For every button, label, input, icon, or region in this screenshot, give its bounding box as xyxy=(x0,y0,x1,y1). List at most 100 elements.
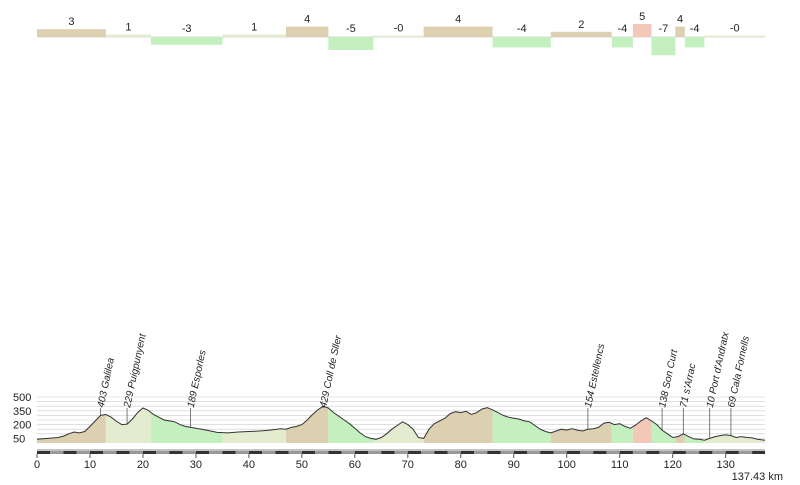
x-tick-label: 20 xyxy=(137,459,149,471)
grade-bar xyxy=(675,26,685,37)
elevation-area xyxy=(36,405,766,443)
distance-ruler-segment xyxy=(275,451,289,454)
distance-ruler-segment xyxy=(182,451,196,454)
x-tick-label: 0 xyxy=(34,459,40,471)
x-tick-label: 110 xyxy=(611,459,629,471)
elevation-segment xyxy=(651,420,676,443)
waypoint-label: 69 Cala Fornells xyxy=(726,335,752,409)
elevation-segment xyxy=(150,412,223,443)
grade-label: 2 xyxy=(578,19,584,31)
grade-label: 4 xyxy=(677,14,683,26)
distance-ruler-segment xyxy=(288,451,302,454)
elevation-segment xyxy=(373,421,424,443)
distance-ruler-segment xyxy=(354,451,369,454)
distance-ruler-segment xyxy=(248,451,263,454)
distance-ruler-segment xyxy=(593,451,607,454)
distance-ruler-segment xyxy=(381,451,395,454)
distance-ruler-segment xyxy=(341,451,355,454)
distance-ruler-segment xyxy=(540,451,554,454)
distance-ruler-segment xyxy=(407,451,422,454)
x-tick-label: 90 xyxy=(508,459,520,471)
distance-ruler-segment xyxy=(566,451,580,454)
elevation-line xyxy=(36,405,766,441)
distance-ruler-segment xyxy=(301,451,316,454)
distance-ruler-segment xyxy=(606,451,620,454)
grade-label: 3 xyxy=(68,16,74,28)
distance-ruler-segment xyxy=(368,451,382,454)
x-tick-label: 80 xyxy=(455,459,467,471)
distance-ruler-segment xyxy=(434,451,448,454)
waypoint-label: 189 Esporles xyxy=(186,349,209,408)
x-tick-label: 130 xyxy=(716,459,734,471)
elevation-segment xyxy=(632,417,652,443)
elevation-segment xyxy=(105,408,151,443)
grade-label: -7 xyxy=(659,23,669,35)
elevation-segment xyxy=(550,422,612,443)
distance-ruler-segment xyxy=(659,451,673,454)
distance-ruler-segment xyxy=(156,451,170,454)
distance-ruler-segment xyxy=(672,451,686,454)
grade-label: -4 xyxy=(517,23,527,35)
y-tick-label: 200 xyxy=(13,420,31,432)
distance-ruler-segment xyxy=(752,451,765,454)
distance-ruler-segment xyxy=(103,451,117,454)
x-tick-label: 70 xyxy=(402,459,414,471)
elevation-segment xyxy=(423,407,493,443)
distance-ruler-segment xyxy=(195,451,210,454)
distance-ruler-segment xyxy=(712,451,726,454)
distance-ruler-segment xyxy=(142,451,157,454)
grade-bar xyxy=(423,26,493,37)
x-tick-label: 60 xyxy=(349,459,361,471)
grade-bar xyxy=(550,31,612,37)
distance-ruler-segment xyxy=(500,451,514,454)
distance-ruler-segment xyxy=(50,451,64,454)
distance-ruler-segment xyxy=(63,451,77,454)
grade-label: -4 xyxy=(690,23,700,35)
distance-ruler-segment xyxy=(632,451,647,454)
distance-ruler-segment xyxy=(37,451,51,454)
grade-bar-chart: 3 1 -3 1 4 -5 -0 4 -4 2 -4 5 -7 4 -4 -0 xyxy=(37,11,765,56)
elevation-segment xyxy=(285,406,329,443)
distance-ruler-segment xyxy=(209,451,223,454)
distance-ruler-segment xyxy=(315,451,329,454)
elevation-segment xyxy=(611,423,633,443)
waypoint-label: 138 Son Curt xyxy=(657,348,680,409)
grade-bar xyxy=(704,35,765,37)
x-tick-label: 40 xyxy=(243,459,255,471)
distance-ruler-segment xyxy=(222,451,236,454)
x-tick-label: 50 xyxy=(296,459,308,471)
grade-label: -0 xyxy=(730,23,740,35)
distance-ruler-segment xyxy=(129,451,143,454)
grade-bar xyxy=(37,29,106,37)
waypoint-label: 403 Galilea xyxy=(96,356,117,408)
y-tick-label: 500 xyxy=(13,392,31,404)
total-distance-label: 137.43 km xyxy=(732,471,783,483)
elevation-segment xyxy=(37,414,106,443)
distance-ruler-segment xyxy=(169,451,183,454)
distance-ruler-segment xyxy=(513,451,527,454)
waypoint-label: 229 Puigpunyent xyxy=(122,332,149,410)
grade-bar xyxy=(651,37,676,56)
distance-ruler-segment xyxy=(725,451,739,454)
distance-ruler-segment xyxy=(646,451,660,454)
x-tick-label: 10 xyxy=(84,459,96,471)
distance-ruler-segment xyxy=(116,451,130,454)
x-tick-label: 120 xyxy=(663,459,681,471)
elevation-segment xyxy=(704,434,765,443)
grade-label: -3 xyxy=(182,23,192,35)
grade-label: 1 xyxy=(125,21,131,33)
distance-ruler-segment xyxy=(76,451,90,454)
x-tick-label: 100 xyxy=(558,459,576,471)
grade-label: -4 xyxy=(617,23,627,35)
distance-ruler-segment xyxy=(460,451,475,454)
distance-ruler-segment xyxy=(526,451,541,454)
distance-ruler-segment xyxy=(487,451,501,454)
distance-ruler-segment xyxy=(579,451,594,454)
grade-bar xyxy=(222,34,286,37)
elevation-segment xyxy=(492,409,551,443)
distance-ruler-segment xyxy=(553,451,567,454)
distance-ruler-segment xyxy=(262,451,276,454)
elevation-segment xyxy=(684,434,705,443)
